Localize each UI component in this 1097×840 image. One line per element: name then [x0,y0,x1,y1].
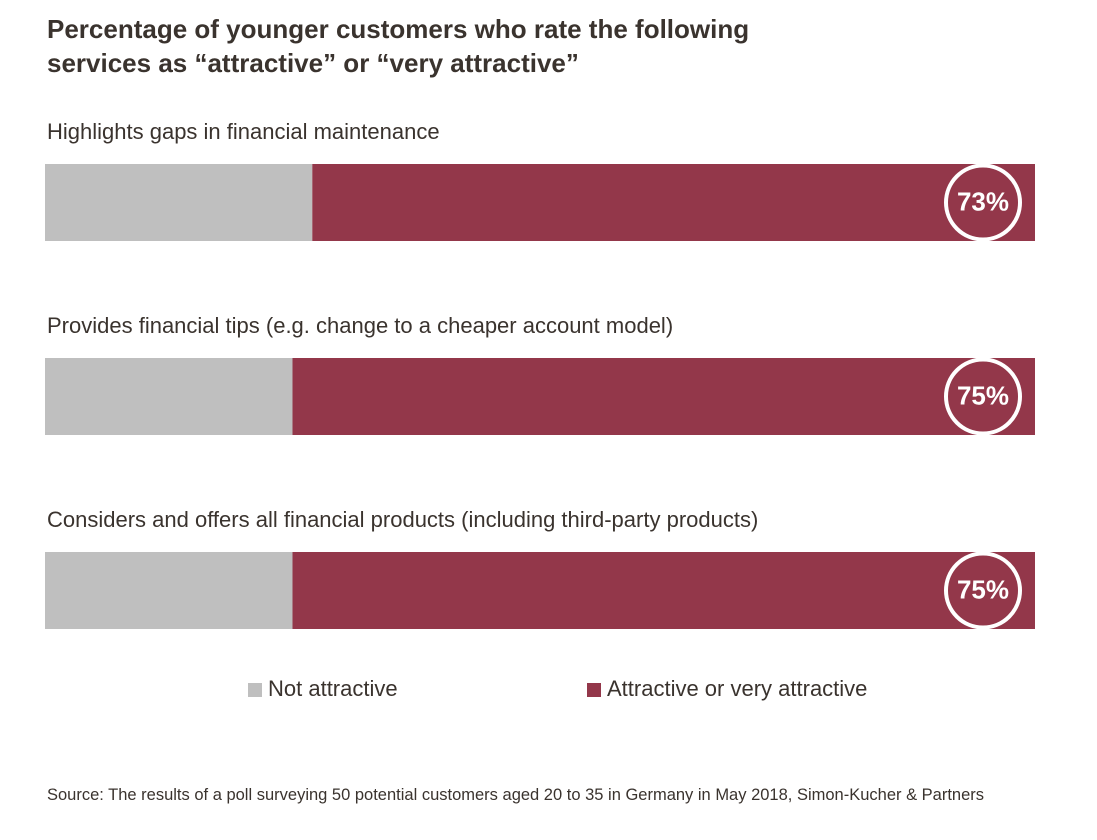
bar-segment [45,358,293,435]
legend-swatch [587,683,601,697]
source-note: Source: The results of a poll surveying … [47,786,985,804]
legend-label: Not attractive [268,676,398,701]
bar-segment [45,552,293,629]
bar-segment [292,552,1035,629]
value-badge [944,551,1022,630]
legend-swatch [248,683,262,697]
value-badge [944,163,1022,242]
category-label: Provides financial tips (e.g. change to … [47,313,673,338]
chart: Highlights gaps in financial maintenance… [45,119,1035,701]
value-label: 75% [957,380,1009,410]
value-badge [944,357,1022,436]
bar-segment [45,164,313,241]
category-label: Highlights gaps in financial maintenance [47,119,440,144]
bar-segment [312,164,1035,241]
legend-label: Attractive or very attractive [607,676,867,701]
value-label: 73% [957,186,1009,216]
bar-segment [292,358,1035,435]
chart-title: Percentage of younger customers who rate… [47,14,750,78]
value-label: 75% [957,574,1009,604]
category-label: Considers and offers all financial produ… [47,507,758,532]
